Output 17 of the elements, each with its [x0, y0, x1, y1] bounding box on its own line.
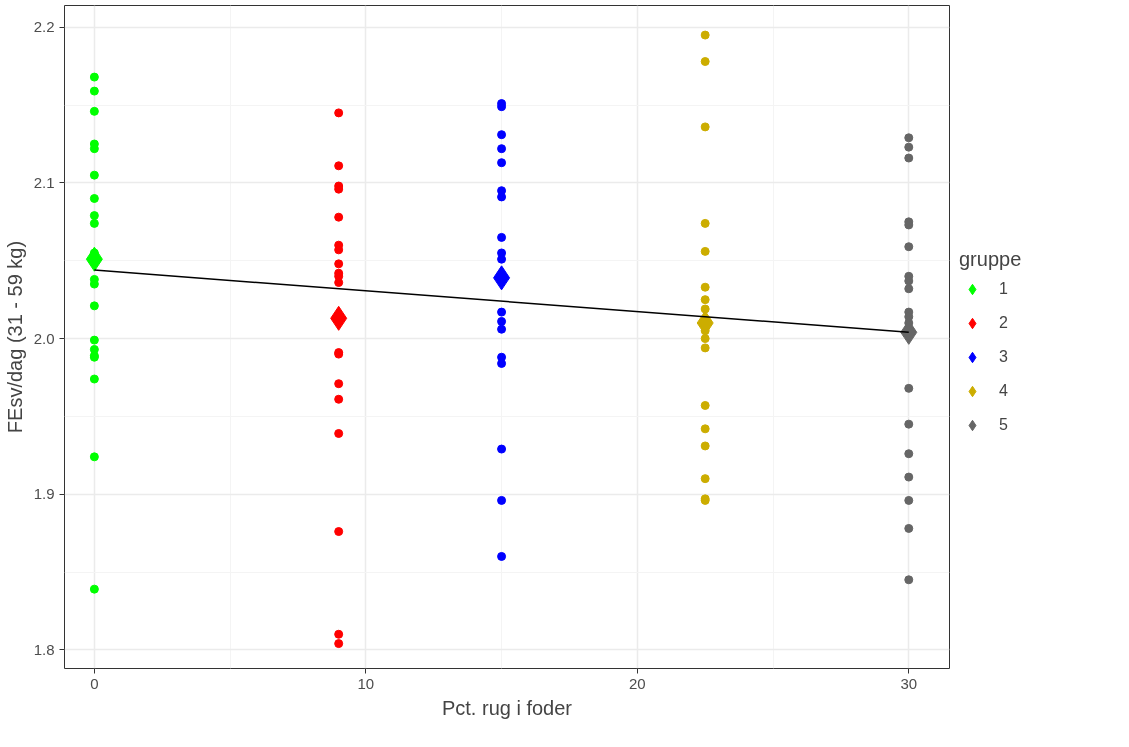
y-tick-label: 2.2	[33, 18, 55, 36]
legend-label: 4	[999, 381, 1009, 400]
y-axis-title: FEsv/dag (31 - 59 kg)	[3, 240, 26, 434]
y-tick-label: 2.0	[33, 329, 55, 347]
legend-label: 3	[999, 347, 1009, 366]
legend-title: gruppe	[959, 247, 1022, 271]
x-tick-label: 0	[90, 674, 99, 692]
y-tick-label: 2.1	[33, 173, 55, 191]
y-tick-label: 1.8	[33, 640, 55, 658]
x-tick-label: 10	[357, 674, 375, 692]
x-tick-label: 30	[900, 674, 918, 692]
legend-label: 2	[999, 313, 1009, 332]
legend-label: 5	[999, 415, 1009, 434]
y-tick-label: 1.9	[33, 485, 55, 503]
x-axis-title: Pct. rug i foder	[441, 696, 573, 719]
legend-label: 1	[999, 279, 1009, 298]
x-tick-label: 20	[628, 674, 646, 692]
